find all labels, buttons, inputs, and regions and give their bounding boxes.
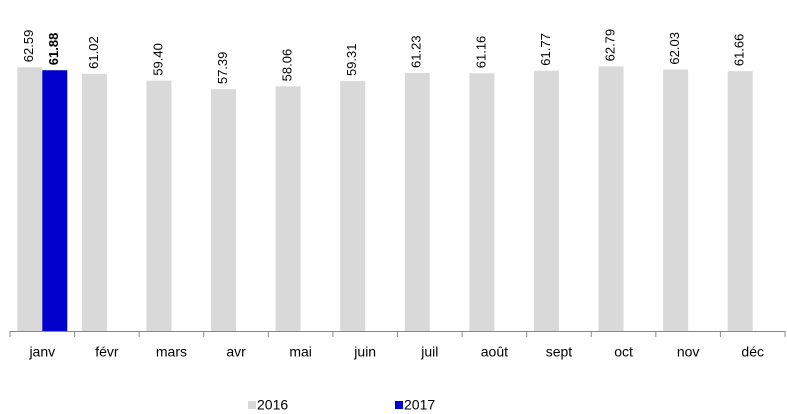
x-tick-label: févr — [95, 344, 119, 360]
legend-swatch — [248, 401, 256, 409]
value-label: 61.23 — [409, 35, 424, 68]
bar — [663, 69, 689, 331]
bar — [81, 73, 107, 331]
x-tick-label: avr — [226, 344, 246, 360]
x-tick-label: mars — [156, 344, 187, 360]
bar — [727, 71, 753, 331]
x-tick-label: déc — [741, 344, 764, 360]
value-label: 61.02 — [86, 36, 101, 69]
value-label: 58.06 — [280, 49, 295, 82]
x-tick-label: oct — [614, 344, 633, 360]
x-tick-label: août — [481, 344, 508, 360]
bar — [533, 70, 559, 332]
bar — [598, 66, 624, 331]
value-label: 62.79 — [602, 29, 617, 62]
value-label: 61.88 — [46, 33, 61, 66]
legend-label: 2016 — [257, 397, 288, 413]
bar — [17, 67, 43, 332]
bar — [340, 81, 366, 331]
value-label: 61.16 — [473, 36, 488, 69]
value-label: 57.39 — [215, 52, 230, 85]
value-label: 59.31 — [344, 44, 359, 77]
value-label: 59.40 — [150, 43, 165, 76]
x-tick-label: juin — [353, 344, 376, 360]
bar — [211, 89, 237, 331]
x-tick-label: janv — [28, 344, 55, 360]
bar — [275, 86, 301, 331]
legend-label: 2017 — [404, 397, 435, 413]
bar — [469, 73, 495, 332]
value-label: 62.03 — [667, 32, 682, 65]
x-tick-label: sept — [546, 344, 573, 360]
value-label: 61.77 — [538, 33, 553, 66]
x-tick-label: nov — [677, 344, 700, 360]
x-tick-label: mai — [289, 344, 312, 360]
bar — [146, 80, 172, 332]
value-label: 61.66 — [732, 34, 747, 67]
x-tick-label: juil — [420, 344, 438, 360]
legend-swatch — [395, 401, 403, 409]
value-label: 62.59 — [21, 30, 36, 63]
bar — [42, 70, 68, 331]
bar — [404, 72, 430, 331]
